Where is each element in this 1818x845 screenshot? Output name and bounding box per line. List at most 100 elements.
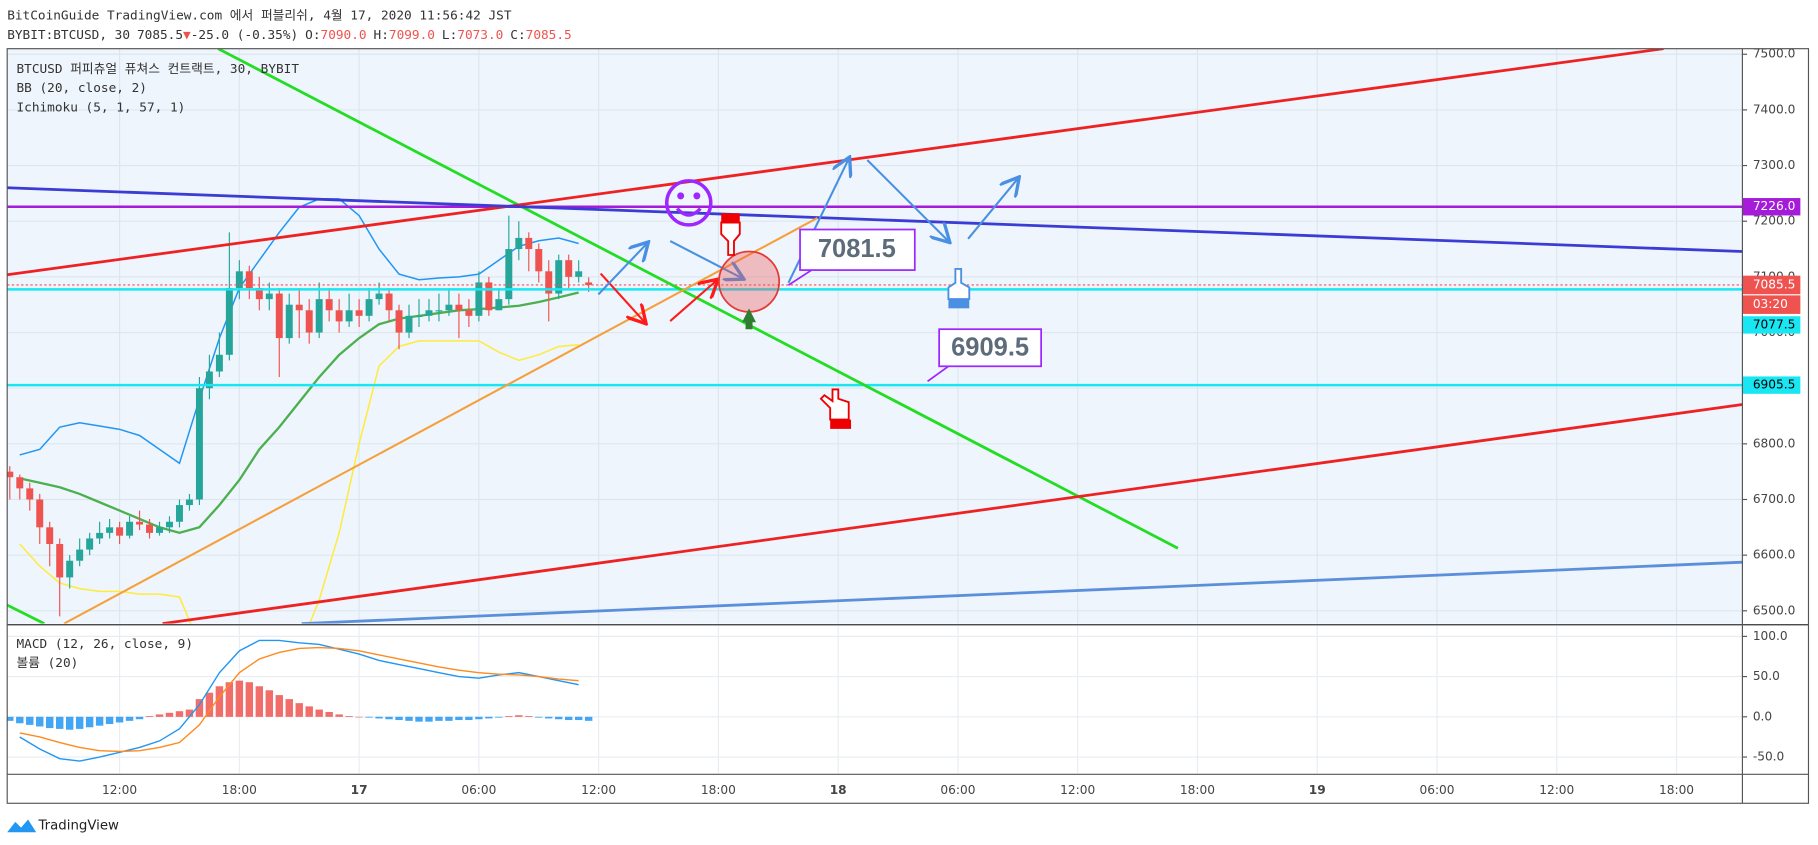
macd-histogram-bar (545, 716, 553, 719)
header-quote: BYBIT:BTCUSD, 30 7085.5▼-25.0 (-0.35%) O:7… (7, 27, 572, 42)
candle-body (295, 304, 303, 311)
y-tick-label: -50.0 (1753, 750, 1784, 764)
macd-histogram-bar (145, 716, 154, 717)
macd-histogram-bar (505, 716, 513, 717)
macd-plot (7, 639, 593, 762)
macd-pane (7, 625, 1743, 774)
candle-body (26, 488, 34, 500)
macd-histogram-bar (255, 686, 264, 717)
candle-body (475, 282, 483, 316)
candle-body (485, 282, 493, 311)
symbol: BYBIT:BTCUSD, 30 (7, 27, 130, 42)
smiley (665, 179, 713, 227)
hand-icon (720, 213, 741, 256)
candle-body (106, 527, 114, 533)
candle-body (36, 499, 44, 528)
price-badge-label: 7226.0 (1753, 199, 1796, 213)
pane-legend: BTCUSD 퍼피츄얼 퓨쳐스 컨트랙트, 30, BYBIT (16, 62, 299, 77)
macd-histogram-bar (275, 695, 283, 717)
candle-body (116, 527, 124, 536)
macd-histogram-bar (525, 716, 533, 717)
ohlc-value: 7085.5 (526, 27, 572, 42)
x-tick-label: 12:00 (1060, 783, 1095, 797)
candle-body (255, 288, 263, 300)
x-tick-label: 06:00 (1419, 783, 1454, 797)
ohlc-key: O: (305, 27, 320, 42)
candle-body (205, 371, 213, 389)
price-badge-label: 7085.5 (1753, 277, 1796, 291)
ohlc-value: 7073.0 (457, 27, 503, 42)
candle-body (365, 299, 373, 316)
brand: TradingView (37, 818, 119, 833)
x-tick-label: 18 (830, 783, 847, 797)
candle-body (275, 293, 283, 339)
candle-body (156, 527, 163, 533)
pane-legend: MACD (12, 26, close, 9) (16, 637, 193, 652)
macd-histogram-bar (295, 703, 303, 717)
macd-histogram-bar (375, 716, 383, 719)
logo (7, 819, 37, 833)
macd-histogram-bar (16, 716, 24, 724)
trend-line (63, 216, 818, 624)
macd-histogram-bar (7, 716, 14, 721)
y-tick-label: 7300.0 (1753, 158, 1796, 172)
price-badge-label: 03:20 (1753, 297, 1788, 311)
x-tick-label: 12:00 (102, 783, 137, 797)
macd-histogram-bar (435, 716, 443, 721)
candle-body (56, 544, 64, 578)
candle-body (415, 315, 423, 317)
macd-histogram-bar (305, 706, 313, 717)
change: -25.0 (-0.35%) (191, 27, 298, 42)
macd-histogram-bar (365, 716, 373, 718)
candle-body (315, 299, 323, 333)
macd-histogram-bar (185, 709, 194, 717)
macd-histogram-bar (175, 711, 184, 717)
macd-histogram-bar (345, 716, 353, 717)
ohlc-key: C: (510, 27, 525, 42)
x-tick-label: 12:00 (581, 783, 616, 797)
indicator-line (19, 646, 579, 753)
macd-histogram-bar (195, 699, 204, 717)
candle-body (555, 260, 563, 294)
indicator-line (19, 639, 579, 762)
trend-line (162, 403, 1743, 624)
macd-histogram-bar (105, 716, 114, 725)
annotation: 7081.5 (818, 235, 896, 263)
macd-histogram-bar (26, 716, 34, 725)
candle-body (515, 237, 523, 250)
macd-histogram-bar (315, 709, 323, 717)
x-tick-label: 18:00 (1180, 783, 1215, 797)
candle-body (435, 310, 443, 312)
drawings (7, 48, 1743, 624)
macd-histogram-bar (535, 716, 543, 718)
arrow (787, 159, 848, 284)
price-badge (1742, 316, 1801, 334)
macd-histogram-bar (95, 716, 104, 726)
macd-histogram-bar (495, 716, 503, 718)
arrow (866, 159, 948, 241)
annotation: 6909.5 (951, 334, 1029, 362)
macd-histogram-bar (425, 716, 433, 722)
candle-body (385, 293, 393, 311)
candle-body (305, 310, 313, 333)
candle-body (405, 315, 413, 333)
trend-line (301, 560, 1743, 624)
macd-histogram-bar (135, 716, 144, 720)
arrow (597, 243, 647, 296)
candle-body (505, 249, 513, 300)
x-tick-label: 18:00 (1659, 783, 1694, 797)
ohlc-value: 7090.0 (321, 27, 367, 42)
macd-histogram-bar (125, 716, 134, 721)
macd-histogram-bar (465, 716, 473, 721)
y-tick-label: 6500.0 (1753, 603, 1796, 617)
arrow (669, 281, 716, 322)
macd-histogram-bar (385, 716, 393, 720)
callout-box (938, 328, 1043, 368)
macd-histogram-bar (46, 716, 54, 729)
candle-body (225, 288, 233, 355)
macd-histogram-bar (55, 716, 64, 729)
candle-body (185, 499, 193, 506)
y-tick-label: 7500.0 (1753, 47, 1796, 61)
arrow (599, 272, 645, 323)
